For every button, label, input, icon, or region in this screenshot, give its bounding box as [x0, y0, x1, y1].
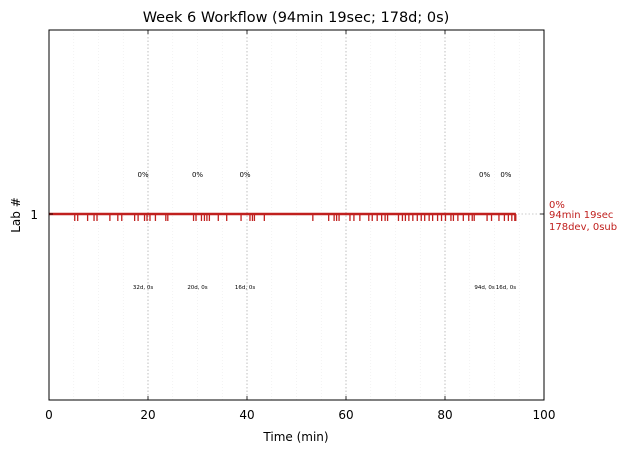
- y-tick-label: 1: [30, 208, 38, 222]
- right-annotation-duration: 94min 19sec: [549, 210, 613, 221]
- segment-percent-label: 0%: [500, 171, 511, 179]
- x-tick-label: 0: [45, 408, 53, 422]
- x-tick-label: 40: [239, 408, 254, 422]
- right-annotation-counts: 178dev, 0sub: [549, 222, 617, 233]
- segment-labels: 0% 32d, 0s 0% 20d, 0s 0% 16d, 0s 0% 94d, 0s 0% 16…: [133, 171, 516, 291]
- x-axis-ticks: 0 20 40 60 80 100: [45, 30, 555, 422]
- x-tick-label: 60: [338, 408, 353, 422]
- chart-title: Week 6 Workflow (94min 19sec; 178d; 0s): [143, 10, 450, 26]
- major-grid: [147, 30, 446, 400]
- segment-percent-label: 0%: [479, 171, 490, 179]
- segment-percent-label: 0%: [137, 171, 148, 179]
- y-axis-label: Lab #: [9, 197, 23, 233]
- segment-count-label: 94d, 0s: [474, 285, 494, 291]
- segment-count-label: 20d, 0s: [187, 285, 207, 291]
- x-axis-label: Time (min): [262, 430, 328, 444]
- x-tick-label: 80: [437, 408, 452, 422]
- segment-percent-label: 0%: [239, 171, 250, 179]
- segment-count-label: 16d, 0s: [235, 285, 255, 291]
- segment-percent-label: 0%: [192, 171, 203, 179]
- x-tick-label: 100: [533, 408, 556, 422]
- right-annotation-percent: 0%: [549, 200, 565, 211]
- plot-frame: [48, 29, 545, 401]
- segment-count-label: 16d, 0s: [496, 285, 516, 291]
- segment-count-label: 32d, 0s: [133, 285, 153, 291]
- y-axis-ticks: 1: [30, 208, 544, 222]
- x-tick-label: 20: [140, 408, 155, 422]
